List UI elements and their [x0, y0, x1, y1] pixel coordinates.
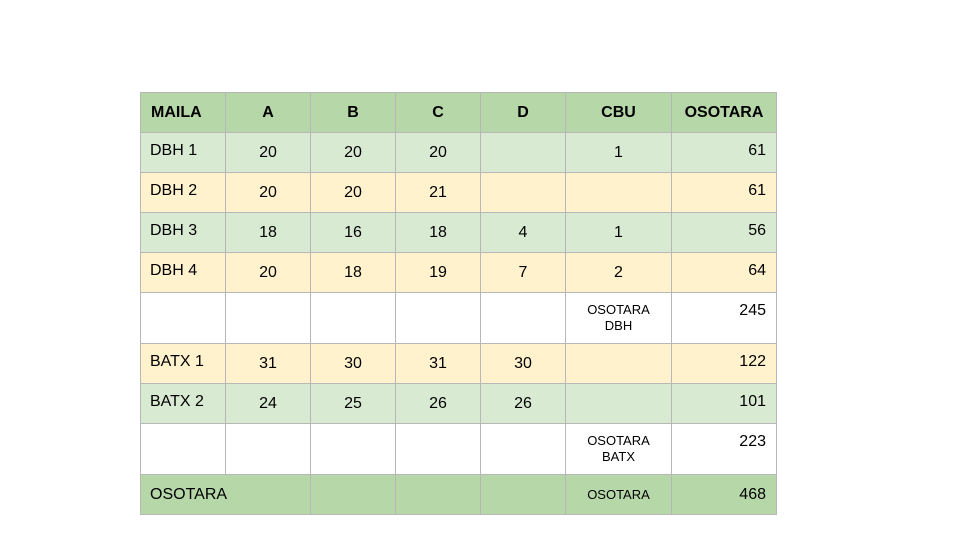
row-label: DBH 1 [140, 132, 226, 173]
cell-cbu: 2 [565, 252, 672, 293]
cell-c: 19 [395, 252, 481, 293]
cell-a: 20 [225, 172, 311, 213]
row-label: DBH 2 [140, 172, 226, 213]
header-c: C [395, 92, 481, 133]
empty-cell [395, 423, 481, 475]
batx-subtotal-label: OSOTARA BATX [565, 423, 672, 475]
table-row-grand-total: OSOTARA OSOTARA 468 [140, 474, 777, 515]
cell-d: 26 [480, 383, 566, 424]
cell-d [480, 172, 566, 213]
empty-cell [140, 423, 226, 475]
cell-a: 20 [225, 132, 311, 173]
row-label: BATX 1 [140, 343, 226, 384]
cell-b: 25 [310, 383, 396, 424]
empty-cell [395, 292, 481, 344]
empty-cell [395, 474, 481, 515]
dbh-subtotal-label-line2: DBH [604, 318, 633, 333]
table-row-dbh3: DBH 3 18 16 18 4 1 56 [140, 212, 777, 253]
cell-b: 16 [310, 212, 396, 253]
table-row-dbh2: DBH 2 20 20 21 61 [140, 172, 777, 213]
cell-cbu [565, 343, 672, 384]
cell-b: 20 [310, 132, 396, 173]
batx-subtotal-label-line1: OSOTARA [587, 433, 650, 448]
empty-cell [225, 423, 311, 475]
row-label: DBH 4 [140, 252, 226, 293]
empty-cell [310, 474, 396, 515]
cell-total: 56 [671, 212, 777, 253]
cell-a: 31 [225, 343, 311, 384]
empty-cell [310, 292, 396, 344]
cell-total: 64 [671, 252, 777, 293]
cell-b: 18 [310, 252, 396, 293]
batx-subtotal-label-line2: BATX [602, 449, 635, 464]
cell-total: 122 [671, 343, 777, 384]
table-row-dbh1: DBH 1 20 20 20 1 61 [140, 132, 777, 173]
table-row-batx1: BATX 1 31 30 31 30 122 [140, 343, 777, 384]
cell-total: 61 [671, 132, 777, 173]
table-row-batx2: BATX 2 24 25 26 26 101 [140, 383, 777, 424]
cell-c: 20 [395, 132, 481, 173]
cell-d [480, 132, 566, 173]
empty-cell [480, 292, 566, 344]
cell-c: 18 [395, 212, 481, 253]
empty-cell [480, 423, 566, 475]
empty-cell [310, 423, 396, 475]
cell-d: 4 [480, 212, 566, 253]
empty-cell [480, 474, 566, 515]
cell-b: 30 [310, 343, 396, 384]
row-label: DBH 3 [140, 212, 226, 253]
dbh-subtotal-label-line1: OSOTARA [587, 302, 650, 317]
header-d: D [480, 92, 566, 133]
header-cbu: CBU [565, 92, 672, 133]
cell-cbu [565, 172, 672, 213]
cell-a: 18 [225, 212, 311, 253]
table-row-dbh4: DBH 4 20 18 19 7 2 64 [140, 252, 777, 293]
table-row-batx-subtotal: OSOTARA BATX 223 [140, 423, 777, 475]
header-a: A [225, 92, 311, 133]
grand-total-label: OSOTARA [140, 474, 311, 515]
header-b: B [310, 92, 396, 133]
empty-cell [140, 292, 226, 344]
table-row-dbh-subtotal: OSOTARA DBH 245 [140, 292, 777, 344]
cell-cbu: 1 [565, 212, 672, 253]
cell-a: 24 [225, 383, 311, 424]
cell-c: 21 [395, 172, 481, 213]
grand-total-cbu-label: OSOTARA [565, 474, 672, 515]
cell-total: 101 [671, 383, 777, 424]
cell-cbu: 1 [565, 132, 672, 173]
cell-b: 20 [310, 172, 396, 213]
enrollment-table: MAILA A B C D CBU OSOTARA DBH 1 20 20 20… [140, 92, 777, 515]
empty-cell [225, 292, 311, 344]
cell-c: 31 [395, 343, 481, 384]
dbh-subtotal-label: OSOTARA DBH [565, 292, 672, 344]
dbh-subtotal-value: 245 [671, 292, 777, 344]
cell-c: 26 [395, 383, 481, 424]
row-label: BATX 2 [140, 383, 226, 424]
cell-cbu [565, 383, 672, 424]
cell-a: 20 [225, 252, 311, 293]
header-maila: MAILA [140, 92, 226, 133]
header-osotara: OSOTARA [671, 92, 777, 133]
grand-total-value: 468 [671, 474, 777, 515]
cell-d: 7 [480, 252, 566, 293]
cell-total: 61 [671, 172, 777, 213]
header-row: MAILA A B C D CBU OSOTARA [140, 92, 777, 133]
batx-subtotal-value: 223 [671, 423, 777, 475]
cell-d: 30 [480, 343, 566, 384]
